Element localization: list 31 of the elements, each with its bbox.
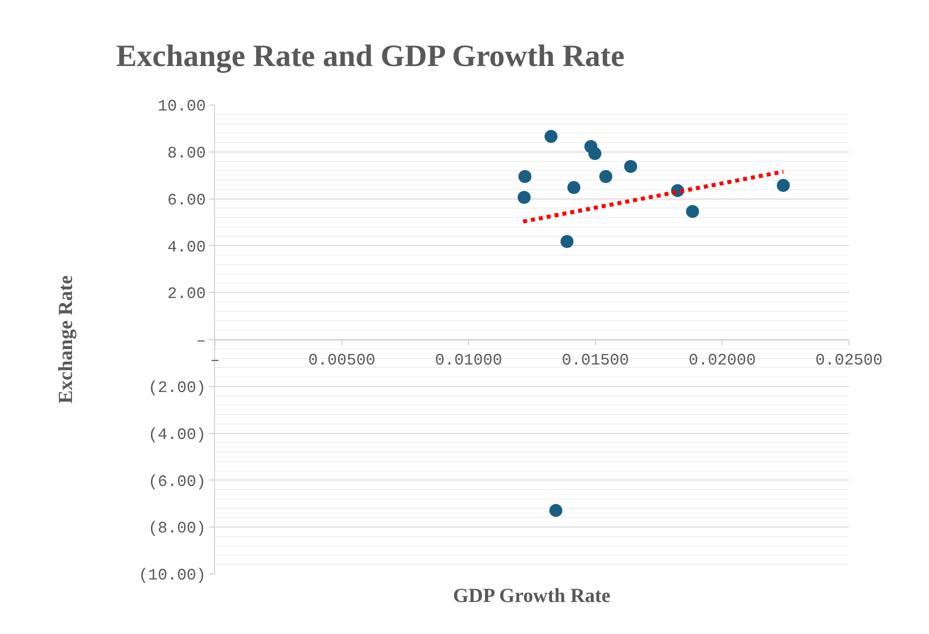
point <box>776 178 790 192</box>
y-axis-title: Exchange Rate <box>55 275 78 404</box>
point <box>567 181 580 194</box>
y-tick-label: 4.00 <box>167 238 206 256</box>
y-tick-label: (10.00) <box>138 566 206 585</box>
point <box>599 170 612 184</box>
y-tick-label: (4.00) <box>148 426 206 444</box>
point <box>560 234 574 248</box>
point <box>588 147 602 160</box>
x-axis-title: GDP Growth Rate <box>453 585 611 607</box>
y-tick-label: (6.00) <box>148 472 206 491</box>
y-tick-label: 8.00 <box>167 144 206 162</box>
point <box>544 130 558 143</box>
y-tick-label: – <box>196 332 206 350</box>
x-tick-label: 0.01500 <box>562 352 630 370</box>
point <box>686 204 700 218</box>
y-tick-label: 6.00 <box>167 191 206 210</box>
y-tick-label: 10.00 <box>158 98 206 116</box>
y-tick-label: (2.00) <box>148 379 206 397</box>
x-tick-label: 0.02500 <box>815 352 883 370</box>
y-tick-label: (8.00) <box>148 520 206 538</box>
point <box>518 170 532 184</box>
point <box>518 190 531 204</box>
x-tick-label: 0.02000 <box>688 352 756 370</box>
chart-title: Exchange Rate and GDP Growth Rate <box>116 38 624 74</box>
x-tick-label: 0.00500 <box>308 352 376 370</box>
y-tick-label: 2.00 <box>167 285 206 304</box>
point <box>549 504 562 517</box>
point <box>624 160 638 173</box>
x-tick-label: 0.01000 <box>434 352 502 370</box>
x-tick-label: – <box>210 352 220 370</box>
